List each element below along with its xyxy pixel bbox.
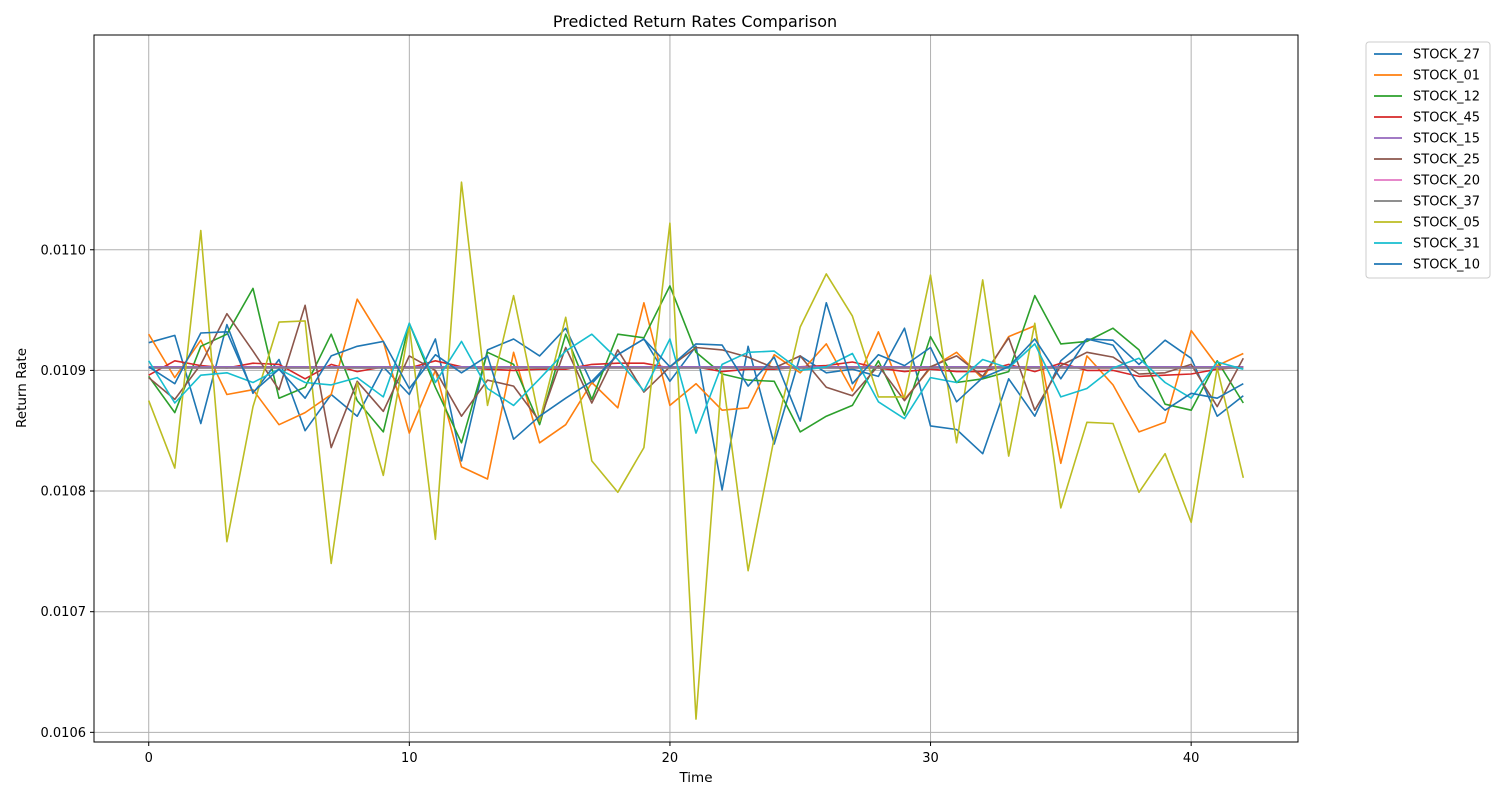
- y-tick-label: 0.0107: [41, 605, 87, 620]
- legend-label: STOCK_15: [1413, 132, 1480, 147]
- legend-box: [1365, 41, 1491, 279]
- legend-label: STOCK_27: [1413, 48, 1480, 63]
- chart-title: Predicted Return Rates Comparison: [553, 12, 837, 31]
- series-line-stock-05: [147, 181, 1245, 720]
- y-tick-label: 0.0110: [41, 243, 87, 258]
- y-tick-label: 0.0108: [41, 485, 87, 500]
- legend-label: STOCK_01: [1413, 69, 1480, 84]
- x-tick-label: 40: [1183, 751, 1200, 766]
- legend-label: STOCK_25: [1413, 153, 1480, 168]
- legend-label: STOCK_20: [1413, 174, 1480, 189]
- y-axis-label: Return Rate: [14, 348, 30, 428]
- legend-label: STOCK_10: [1413, 258, 1480, 273]
- legend: STOCK_27 STOCK_01 STOCK_12 STOCK_45 STOCK_15…: [1365, 41, 1491, 279]
- axis-ticks: 0 10 20 30 40 0.0106 0.0107 0.0108 0.0109 0.0110: [41, 243, 1200, 766]
- y-tick-label: 0.0106: [41, 726, 87, 741]
- series-line-stock-25: [148, 304, 1245, 449]
- x-tick-label: 10: [401, 751, 418, 766]
- series-line-stock-31: [148, 322, 1244, 434]
- grid: [94, 35, 1298, 742]
- plot-frame: [93, 34, 1299, 743]
- legend-label: STOCK_05: [1413, 216, 1480, 231]
- x-tick-label: 0: [145, 751, 153, 766]
- legend-label: STOCK_12: [1413, 90, 1480, 105]
- x-tick-label: 30: [922, 751, 939, 766]
- legend-label: STOCK_31: [1413, 237, 1480, 252]
- y-tick-label: 0.0109: [41, 364, 87, 379]
- series-line-stock-01: [148, 298, 1244, 480]
- series-line-stock-10: [148, 301, 1244, 441]
- series-line-stock-12: [148, 285, 1244, 444]
- x-axis-label: Time: [678, 770, 712, 786]
- x-tick-label: 20: [662, 751, 679, 766]
- legend-label: STOCK_45: [1413, 111, 1480, 126]
- series-lines: [147, 181, 1245, 720]
- legend-label: STOCK_37: [1413, 195, 1480, 210]
